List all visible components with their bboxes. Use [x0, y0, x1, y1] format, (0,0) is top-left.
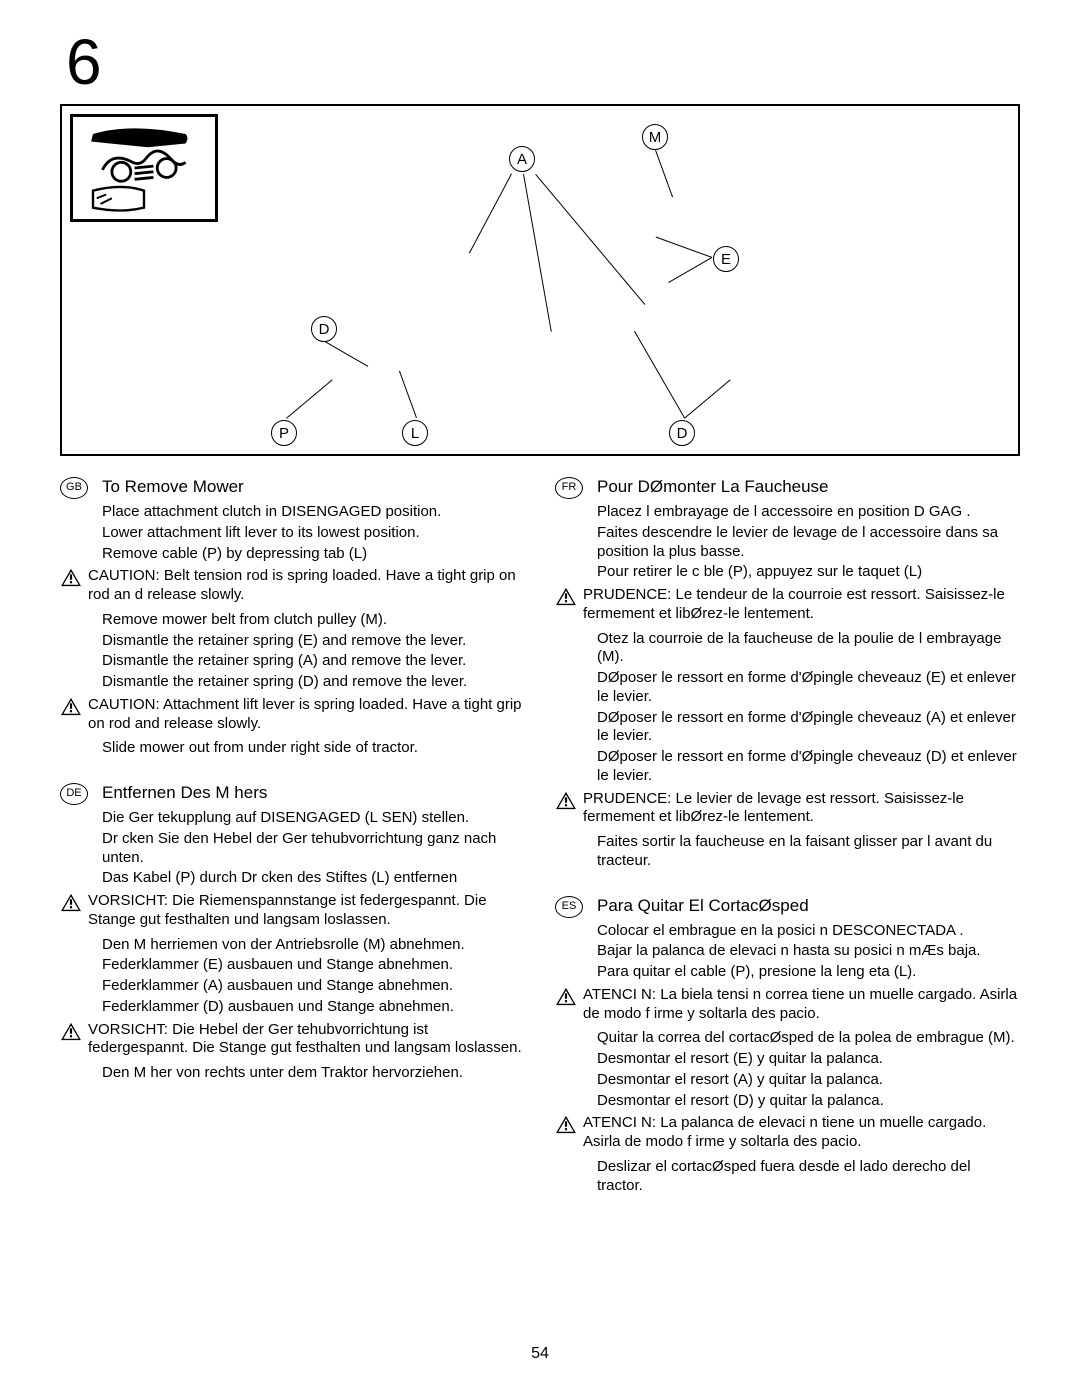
lang-block-de: DE Entfernen Des M hers Die Ger tekupplu…	[60, 782, 525, 1083]
caution-row: ATENCI N: La biela tensi n correa tiene …	[555, 986, 1020, 1024]
step: Otez la courroie de la faucheuse de la p…	[597, 630, 1020, 668]
diagram: M A E D P L D	[60, 104, 1020, 456]
step: Desmontar el resort (D) y quitar la pala…	[597, 1092, 1020, 1111]
caution-text: VORSICHT: Die Riemenspannstange ist fede…	[88, 892, 525, 930]
caution-text: CAUTION: Attachment lift lever is spring…	[88, 696, 525, 734]
caution-text: ATENCI N: La palanca de elevaci n tiene …	[583, 1114, 1020, 1152]
caution-text: PRUDENCE: Le tendeur de la courroie est …	[583, 586, 1020, 624]
lang-title-de: Entfernen Des M hers	[102, 782, 267, 803]
lang-block-gb: GB To Remove Mower Place attachment clut…	[60, 476, 525, 758]
warning-icon	[555, 1115, 577, 1134]
step: Dr cken Sie den Hebel der Ger tehubvorri…	[102, 830, 525, 868]
callout-m: M	[642, 124, 668, 150]
caution-text: ATENCI N: La biela tensi n correa tiene …	[583, 986, 1020, 1024]
step: Remove cable (P) by depressing tab (L)	[102, 545, 525, 564]
step: Desmontar el resort (A) y quitar la pala…	[597, 1071, 1020, 1090]
step: Placez l embrayage de l accessoire en po…	[597, 503, 1020, 522]
section-number: 6	[66, 30, 1020, 94]
step: Dismantle the retainer spring (D) and re…	[102, 673, 525, 692]
lang-block-es: ES Para Quitar El CortacØsped Colocar el…	[555, 895, 1020, 1196]
caution-text: CAUTION: Belt tension rod is spring load…	[88, 567, 525, 605]
step: Place attachment clutch in DISENGAGED po…	[102, 503, 525, 522]
step: Remove mower belt from clutch pulley (M)…	[102, 611, 525, 630]
warning-icon	[555, 587, 577, 606]
caution-row: ATENCI N: La palanca de elevaci n tiene …	[555, 1114, 1020, 1152]
lang-title-fr: Pour DØmonter La Faucheuse	[597, 476, 829, 497]
step: Faites sortir la faucheuse en la faisant…	[597, 833, 1020, 871]
caution-row: VORSICHT: Die Hebel der Ger tehubvorrich…	[60, 1021, 525, 1059]
left-column: GB To Remove Mower Place attachment clut…	[60, 476, 525, 1219]
warning-icon	[60, 568, 82, 587]
step: Federklammer (A) ausbauen und Stange abn…	[102, 977, 525, 996]
step: Quitar la correa del cortacØsped de la p…	[597, 1029, 1020, 1048]
caution-text: PRUDENCE: Le levier de levage est ressor…	[583, 790, 1020, 828]
step: DØposer le ressort en forme d'Øpingle ch…	[597, 709, 1020, 747]
lang-code-fr: FR	[555, 477, 583, 499]
lang-title-es: Para Quitar El CortacØsped	[597, 895, 809, 916]
step: Colocar el embrague en la posici n DESCO…	[597, 922, 1020, 941]
lang-code-de: DE	[60, 783, 88, 805]
step: Desmontar el resort (E) y quitar la pala…	[597, 1050, 1020, 1069]
step: Das Kabel (P) durch Dr cken des Stiftes …	[102, 869, 525, 888]
caution-text: VORSICHT: Die Hebel der Ger tehubvorrich…	[88, 1021, 525, 1059]
step: DØposer le ressort en forme d'Øpingle ch…	[597, 669, 1020, 707]
inset-illustration	[70, 114, 218, 222]
step: Den M herriemen von der Antriebsrolle (M…	[102, 936, 525, 955]
caution-row: CAUTION: Attachment lift lever is spring…	[60, 696, 525, 734]
lang-block-fr: FR Pour DØmonter La Faucheuse Placez l e…	[555, 476, 1020, 871]
text-columns: GB To Remove Mower Place attachment clut…	[60, 476, 1020, 1219]
callout-e: E	[713, 246, 739, 272]
step: Dismantle the retainer spring (E) and re…	[102, 632, 525, 651]
step: Slide mower out from under right side of…	[102, 739, 525, 758]
step: Den M her von rechts unter dem Traktor h…	[102, 1064, 525, 1083]
warning-icon	[555, 791, 577, 810]
callout-d-lower: D	[669, 420, 695, 446]
lang-title-gb: To Remove Mower	[102, 476, 244, 497]
step: Bajar la palanca de elevaci n hasta su p…	[597, 942, 1020, 961]
step: Dismantle the retainer spring (A) and re…	[102, 652, 525, 671]
step: Deslizar el cortacØsped fuera desde el l…	[597, 1158, 1020, 1196]
callout-a: A	[509, 146, 535, 172]
caution-row: PRUDENCE: Le tendeur de la courroie est …	[555, 586, 1020, 624]
right-column: FR Pour DØmonter La Faucheuse Placez l e…	[555, 476, 1020, 1219]
caution-row: PRUDENCE: Le levier de levage est ressor…	[555, 790, 1020, 828]
caution-row: CAUTION: Belt tension rod is spring load…	[60, 567, 525, 605]
step: Pour retirer le c ble (P), appuyez sur l…	[597, 563, 1020, 582]
lang-code-gb: GB	[60, 477, 88, 499]
step: Die Ger tekupplung auf DISENGAGED (L SEN…	[102, 809, 525, 828]
caution-row: VORSICHT: Die Riemenspannstange ist fede…	[60, 892, 525, 930]
warning-icon	[555, 987, 577, 1006]
page-number: 54	[0, 1345, 1080, 1363]
warning-icon	[60, 697, 82, 716]
step: Federklammer (D) ausbauen und Stange abn…	[102, 998, 525, 1017]
callout-p: P	[271, 420, 297, 446]
warning-icon	[60, 1022, 82, 1041]
warning-icon	[60, 893, 82, 912]
step: Para quitar el cable (P), presione la le…	[597, 963, 1020, 982]
step: Federklammer (E) ausbauen und Stange abn…	[102, 956, 525, 975]
step: Faites descendre le levier de levage de …	[597, 524, 1020, 562]
step: DØposer le ressort en forme d'Øpingle ch…	[597, 748, 1020, 786]
callout-d-upper: D	[311, 316, 337, 342]
callout-l: L	[402, 420, 428, 446]
step: Lower attachment lift lever to its lowes…	[102, 524, 525, 543]
lang-code-es: ES	[555, 896, 583, 918]
